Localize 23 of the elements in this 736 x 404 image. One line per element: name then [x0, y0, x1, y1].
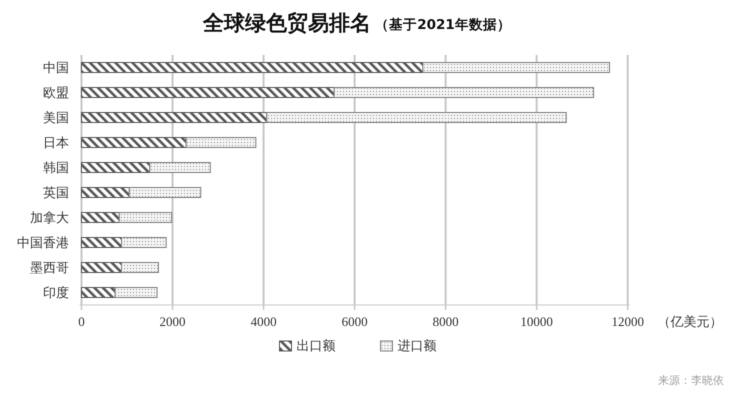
x-tick-label: 6000 [342, 314, 368, 329]
x-tick-label: 0 [78, 314, 85, 329]
y-tick-label: 日本 [43, 135, 69, 150]
x-tick-label: 10000 [520, 314, 553, 329]
y-tick-label: 韩国 [43, 160, 69, 175]
y-tick-label: 印度 [43, 285, 69, 300]
x-tick-label: 2000 [160, 314, 186, 329]
legend-label: 出口额 [296, 338, 336, 353]
y-tick-label: 中国香港 [17, 235, 69, 250]
x-tick-label: 4000 [250, 314, 277, 329]
legend-label: 进口额 [398, 338, 436, 353]
title: 全球绿色贸易排名 （基于2021年数据） [203, 11, 511, 35]
x-tick-label: 12000 [611, 314, 644, 329]
y-tick-label: 中国 [43, 60, 69, 75]
y-tick-label: 加拿大 [30, 210, 69, 225]
y-tick-label: 美国 [43, 110, 69, 125]
xlabel: （亿美元） [658, 314, 722, 329]
y-tick-label: 英国 [43, 185, 69, 200]
y-tick-label: 墨西哥 [30, 260, 69, 275]
y-tick-label: 欧盟 [43, 85, 69, 100]
legend: 出口额 进口额 [279, 338, 436, 353]
annotation: 来源：李晓依 [658, 374, 724, 387]
x-tick-label: 8000 [432, 314, 459, 329]
